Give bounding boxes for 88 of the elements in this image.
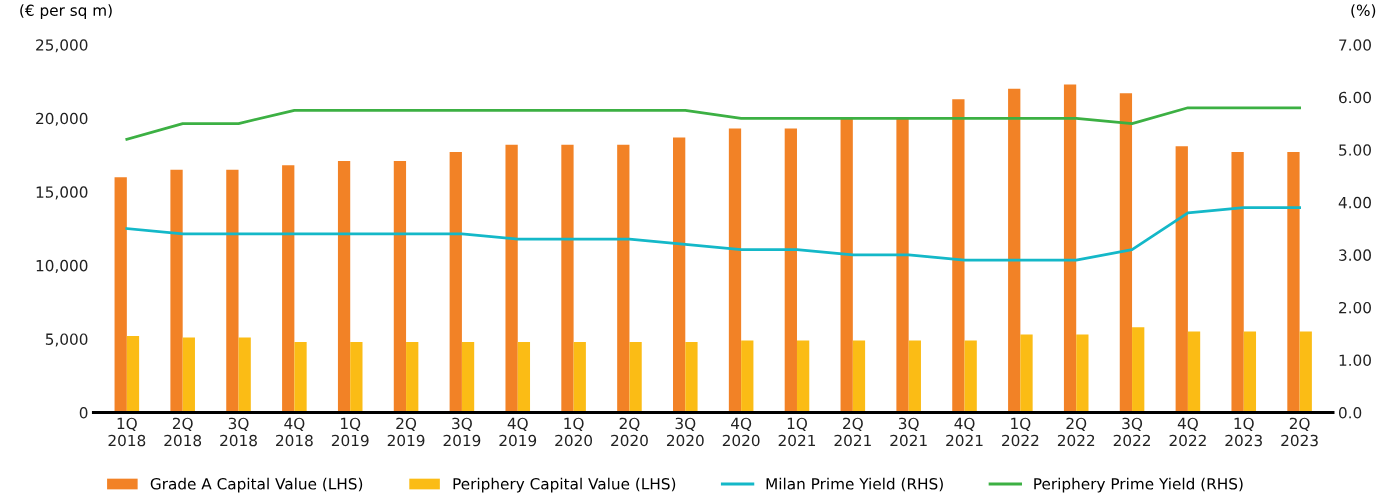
x-tick-label: 3Q 2019 bbox=[443, 417, 481, 447]
bar bbox=[741, 340, 754, 413]
bar bbox=[337, 160, 351, 413]
bar bbox=[505, 144, 518, 413]
bar bbox=[170, 169, 183, 413]
bar bbox=[1175, 146, 1188, 413]
y-tick-label: 5,000 bbox=[45, 333, 88, 347]
bar bbox=[182, 337, 195, 413]
bar bbox=[1299, 331, 1312, 413]
bar bbox=[561, 144, 574, 413]
bar bbox=[1008, 88, 1021, 413]
bar bbox=[784, 128, 797, 413]
y2-tick-label: 1.00 bbox=[1339, 354, 1371, 366]
bar bbox=[852, 340, 866, 413]
legend-label: Periphery Capital Value (LHS) bbox=[453, 477, 676, 493]
x-tick-label: 3Q 2020 bbox=[666, 417, 704, 447]
line-series bbox=[125, 106, 1301, 141]
x-tick-label: 1Q 2023 bbox=[1225, 417, 1262, 447]
y-tick-label: 15,000 bbox=[36, 186, 88, 200]
bar bbox=[908, 340, 921, 413]
bar bbox=[126, 336, 140, 413]
bar bbox=[461, 341, 475, 413]
bar bbox=[282, 165, 295, 413]
bar bbox=[1287, 152, 1300, 413]
bar bbox=[840, 118, 853, 413]
bar bbox=[952, 99, 965, 413]
x-tick-label: 4Q 2019 bbox=[499, 417, 537, 447]
x-tick-label: 2Q 2019 bbox=[387, 417, 425, 447]
y-tick-label: 20,000 bbox=[36, 112, 88, 126]
bar bbox=[629, 341, 642, 413]
line-series bbox=[125, 206, 1301, 262]
bar bbox=[1020, 334, 1033, 413]
x-tick-label: 3Q 2022 bbox=[1113, 417, 1150, 447]
y2-tick-label: 4.00 bbox=[1338, 196, 1371, 209]
x-tick-label: 2Q 2022 bbox=[1057, 417, 1095, 447]
x-tick-label: 4Q 2021 bbox=[946, 417, 983, 447]
y2-tick-label: 6.00 bbox=[1339, 91, 1371, 104]
x-tick-label: 2Q 2023 bbox=[1281, 417, 1318, 447]
bar bbox=[1231, 152, 1244, 413]
bar bbox=[617, 144, 630, 413]
x-tick-label: 4Q 2018 bbox=[276, 417, 313, 447]
bar bbox=[964, 340, 977, 413]
bar bbox=[393, 160, 407, 413]
x-tick-label: 3Q 2018 bbox=[220, 417, 257, 447]
y2-tick-label: 0.0 bbox=[1338, 406, 1362, 419]
bar bbox=[1076, 334, 1089, 413]
x-tick-label: 2Q 2021 bbox=[834, 417, 871, 447]
legend-label: Periphery Prime Yield (RHS) bbox=[1034, 477, 1243, 493]
bar bbox=[685, 341, 698, 413]
y2-tick-label: 3.00 bbox=[1339, 249, 1371, 261]
y2-tick-label: 2.00 bbox=[1339, 301, 1371, 314]
x-tick-label: 2Q 2020 bbox=[611, 417, 648, 447]
x-tick-label: 1Q 2019 bbox=[331, 417, 369, 447]
bar bbox=[406, 341, 419, 413]
bar bbox=[294, 341, 307, 413]
bar bbox=[114, 177, 127, 413]
y-tick-label: 0 bbox=[79, 406, 88, 419]
legend-label: Grade A Capital Value (LHS) bbox=[150, 477, 363, 493]
bar bbox=[449, 152, 462, 413]
y2-tick-label: 5.00 bbox=[1339, 144, 1371, 156]
bar bbox=[1063, 84, 1077, 413]
bar bbox=[226, 169, 239, 413]
bar bbox=[1119, 93, 1133, 413]
bar bbox=[796, 340, 810, 413]
x-tick-label: 1Q 2021 bbox=[778, 417, 816, 447]
x-tick-label: 3Q 2021 bbox=[890, 417, 927, 447]
x-tick-label: 1Q 2020 bbox=[555, 417, 593, 447]
bar bbox=[1187, 331, 1201, 413]
bar bbox=[350, 341, 363, 413]
bar bbox=[728, 128, 742, 413]
bar bbox=[1243, 331, 1257, 413]
x-tick-label: 1Q 2022 bbox=[1002, 417, 1039, 447]
y-axis-title: (€ per sq m) bbox=[20, 4, 112, 19]
legend-label: Milan Prime Yield (RHS) bbox=[766, 477, 943, 492]
bar bbox=[896, 118, 909, 413]
x-tick-label: 4Q 2020 bbox=[722, 417, 760, 447]
bar bbox=[673, 137, 686, 413]
y-tick-label: 25,000 bbox=[36, 39, 88, 53]
bar bbox=[573, 341, 586, 413]
x-tick-label: 2Q 2018 bbox=[164, 417, 202, 447]
x-tick-label: 1Q 2018 bbox=[108, 417, 146, 447]
y-tick-label: 10,000 bbox=[36, 259, 88, 273]
y2-tick-label: 7.00 bbox=[1339, 39, 1371, 51]
y2-axis-title: (%) bbox=[1351, 4, 1376, 18]
bar bbox=[517, 341, 531, 413]
x-tick-label: 4Q 2022 bbox=[1169, 417, 1206, 447]
bar bbox=[238, 337, 251, 413]
bar bbox=[1132, 327, 1145, 413]
